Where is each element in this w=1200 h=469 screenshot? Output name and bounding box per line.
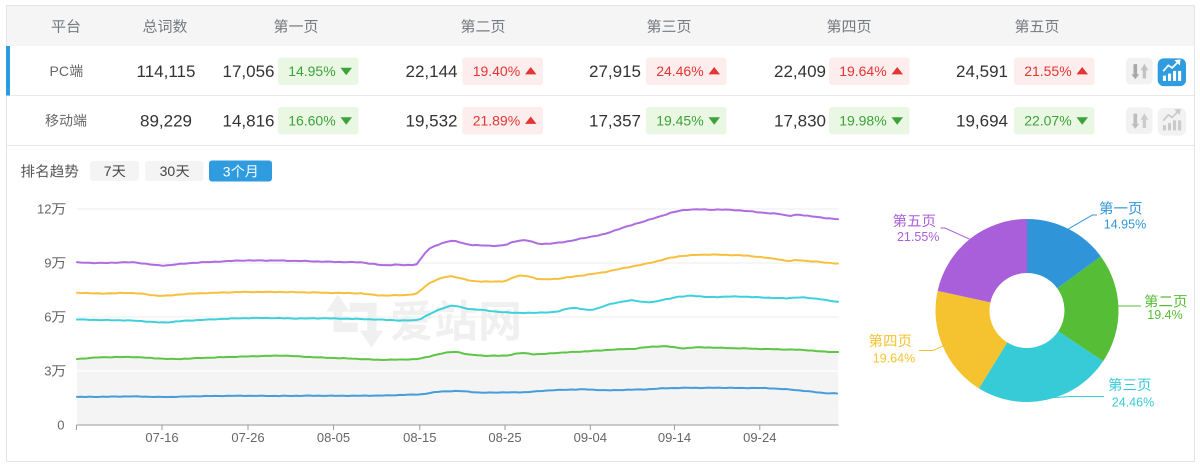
svg-text:0: 0 [57,418,64,433]
svg-text:21.55%: 21.55% [1024,63,1071,79]
svg-text:6: 6 [44,310,51,325]
svg-text:21.55%: 21.55% [897,230,939,244]
svg-text:24.46%: 24.46% [656,63,703,79]
svg-text:07-16: 07-16 [145,430,178,445]
svg-text:7: 7 [104,163,112,179]
svg-text:09-24: 09-24 [743,430,776,445]
svg-text:14.95%: 14.95% [1104,218,1146,232]
svg-text:17,830: 17,830 [774,112,826,131]
svg-text:89,229: 89,229 [140,112,192,131]
svg-text:08-25: 08-25 [488,430,521,445]
svg-text:3: 3 [44,364,51,379]
svg-text:22,409: 22,409 [774,62,826,81]
svg-text:24.46%: 24.46% [1112,395,1154,409]
svg-text:17,056: 17,056 [223,62,275,81]
svg-text:19.4%: 19.4% [1147,308,1182,322]
svg-text:114,115: 114,115 [137,62,196,81]
svg-text:19.64%: 19.64% [839,63,886,79]
svg-text:08-15: 08-15 [403,430,436,445]
svg-text:19,532: 19,532 [406,112,458,131]
svg-text:21.89%: 21.89% [473,113,520,129]
svg-text:08-05: 08-05 [317,430,350,445]
svg-text:22.07%: 22.07% [1024,113,1071,129]
svg-text:09-14: 09-14 [658,430,691,445]
svg-text:14,816: 14,816 [223,112,275,131]
svg-text:07-26: 07-26 [231,430,264,445]
svg-text:19,694: 19,694 [956,112,1008,131]
svg-text:14.95%: 14.95% [288,63,335,79]
svg-text:19.64%: 19.64% [873,351,915,365]
svg-text:22,144: 22,144 [406,62,458,81]
svg-text:3: 3 [223,163,231,179]
svg-text:9: 9 [44,256,51,271]
svg-text:24,591: 24,591 [956,62,1008,81]
svg-text:19.45%: 19.45% [656,113,703,129]
svg-text:19.40%: 19.40% [473,63,520,79]
svg-text:27,915: 27,915 [589,62,641,81]
svg-text:19.98%: 19.98% [839,113,886,129]
svg-text:30: 30 [160,163,176,179]
svg-text:09-04: 09-04 [574,430,607,445]
svg-text:12: 12 [37,202,51,217]
svg-text:16.60%: 16.60% [288,113,335,129]
svg-text:17,357: 17,357 [589,112,641,131]
svg-text:PC: PC [50,63,69,79]
